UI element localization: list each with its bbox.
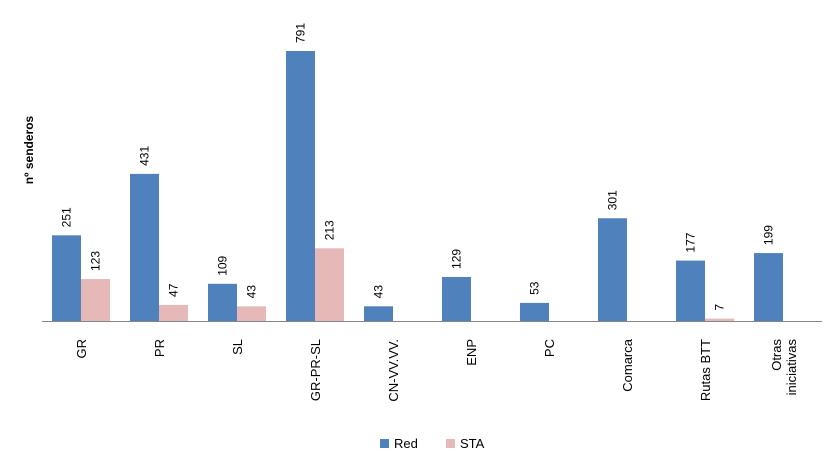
legend-label-red: Red	[394, 436, 418, 451]
data-label-red-6: 53	[528, 281, 542, 295]
legend: Red STA	[380, 436, 485, 451]
data-label-sta-1: 47	[167, 283, 181, 297]
x-tick-label-8: Rutas BTT	[698, 339, 713, 401]
x-tick-label-1: PR	[152, 339, 167, 357]
data-label-sta-3: 213	[323, 220, 337, 240]
bar-sta-3	[315, 248, 344, 321]
bar-red-3	[286, 51, 315, 321]
bar-sta-2	[237, 306, 266, 321]
bar-sta-1	[159, 304, 188, 321]
bar-red-9	[754, 253, 783, 321]
data-label-red-2: 109	[216, 255, 230, 275]
legend-swatch-red	[380, 439, 389, 448]
data-label-red-8: 177	[684, 232, 698, 252]
y-axis-label: nº senderos	[22, 115, 36, 184]
data-label-sta-2: 43	[245, 285, 259, 299]
x-tick-label-9: Otrasiniciativas	[769, 339, 799, 396]
data-label-sta-0: 123	[89, 251, 103, 271]
bar-sta-0	[81, 279, 110, 321]
bar-red-7	[598, 218, 627, 321]
data-label-red-7: 301	[606, 190, 620, 210]
bar-red-6	[520, 302, 549, 321]
data-label-red-3: 791	[294, 23, 308, 43]
bar-red-0	[52, 235, 81, 321]
x-tick-labels: GR PR SL GR-PR-SL CN-VV.VV. ENP PC Comarca Rutas…	[74, 338, 799, 401]
data-label-red-9: 199	[762, 225, 776, 245]
data-label-red-1: 431	[138, 146, 152, 166]
legend-swatch-sta	[446, 439, 455, 448]
legend-label-sta: STA	[460, 436, 485, 451]
data-label-sta-8: 7	[713, 304, 727, 311]
x-tick-label-7: Comarca	[620, 338, 635, 392]
bar-sta-8	[705, 318, 734, 321]
data-label-red-0: 251	[60, 207, 74, 227]
x-tick-label-6: PC	[542, 339, 557, 357]
bar-red-4	[364, 306, 393, 321]
x-tick-label-3: GR-PR-SL	[308, 339, 323, 401]
bars-layer	[52, 51, 783, 321]
x-tick-label-2: SL	[230, 339, 245, 355]
bar-red-1	[130, 173, 159, 321]
bar-red-5	[442, 276, 471, 321]
x-tick-label-0: GR	[74, 339, 89, 359]
x-tick-label-4: CN-VV.VV.	[386, 339, 401, 402]
bar-red-2	[208, 283, 237, 321]
data-label-red-4: 43	[372, 285, 386, 299]
x-tick-label-5: ENP	[464, 339, 479, 366]
data-label-red-5: 129	[450, 249, 464, 269]
bar-red-8	[676, 260, 705, 321]
data-labels-layer: 251 123 431 47 109 43 791 213 43 129 53 301 177 7 199	[60, 23, 776, 311]
